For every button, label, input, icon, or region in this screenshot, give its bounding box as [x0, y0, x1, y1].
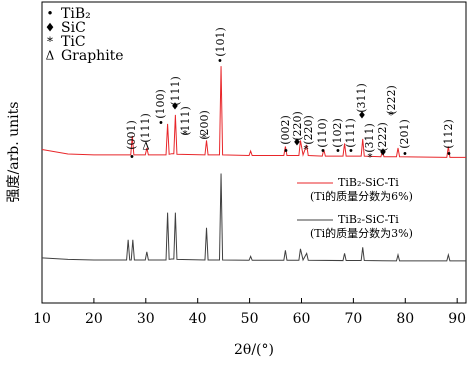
- peak-marker: Δ: [142, 142, 149, 153]
- peak-marker: •: [283, 147, 289, 158]
- peak-marker: ♦: [379, 148, 388, 159]
- x-tick-label: 80: [396, 311, 414, 327]
- peak-label: (222): [376, 122, 389, 152]
- peak-label: (002): [279, 115, 292, 145]
- peak-label: (101): [214, 27, 227, 57]
- peak-marker: •: [320, 147, 326, 158]
- peak-label: (222): [385, 85, 398, 115]
- peak-marker: •: [158, 119, 164, 130]
- phase-symbol: •: [46, 7, 53, 21]
- peak-label: (311): [363, 123, 376, 153]
- peak-label: (111): [179, 106, 192, 136]
- x-tick-label: 60: [293, 311, 311, 327]
- x-tick-label: 40: [189, 311, 207, 327]
- x-tick-label: 20: [85, 311, 103, 327]
- peak-marker: ♦: [293, 138, 302, 149]
- peak-marker: *: [389, 111, 394, 122]
- peak-label: (110): [316, 118, 329, 148]
- peak-marker: •: [446, 150, 452, 161]
- phase-symbol: Δ: [46, 49, 55, 63]
- x-tick-label: 10: [33, 311, 51, 327]
- y-axis-label: 强度/arb. units: [6, 102, 22, 203]
- peak-marker: •: [217, 57, 223, 68]
- series-line: [41, 173, 466, 262]
- series-line: [41, 66, 466, 158]
- peak-label: (111): [169, 76, 182, 106]
- phase-label: SiC: [61, 20, 86, 36]
- x-tick-label: 90: [448, 311, 466, 327]
- peak-marker: *: [183, 130, 188, 141]
- peak-label: (001): [125, 120, 138, 150]
- x-tick-label: 50: [241, 311, 259, 327]
- peak-label: (111): [139, 113, 152, 143]
- peak-marker: ♦: [171, 102, 180, 113]
- legend-label: TiB₂-SiC-Ti: [338, 176, 399, 189]
- x-tick-label: 30: [137, 311, 155, 327]
- legend-note: (Ti的质量分数为6%): [310, 189, 413, 203]
- peak-label: (111): [344, 118, 357, 148]
- peak-label: (112): [442, 119, 455, 149]
- legend-note: (Ti的质量分数为3%): [310, 226, 413, 240]
- peak-marker: •: [402, 150, 408, 161]
- peak-label: (102): [331, 118, 344, 148]
- peak-label: (220): [302, 115, 315, 145]
- legend-label: TiB₂-SiC-Ti: [338, 213, 399, 226]
- peak-marker: •: [348, 147, 354, 158]
- phase-label: Graphite: [61, 48, 124, 64]
- peak-marker: *: [368, 153, 373, 164]
- peak-marker: •: [129, 153, 135, 164]
- peak-label: (100): [154, 89, 167, 119]
- x-tick-label: 70: [344, 311, 362, 327]
- peak-marker: ♦: [358, 111, 367, 122]
- plot-frame: [41, 1, 467, 304]
- peak-marker: *: [202, 133, 207, 144]
- peak-marker: •: [335, 147, 341, 158]
- peak-label: (311): [355, 83, 368, 113]
- peak-label: (201): [398, 119, 411, 149]
- phase-label: TiC: [61, 34, 86, 50]
- peak-marker: *: [304, 145, 309, 156]
- x-axis-label: 2θ/(°): [234, 342, 274, 358]
- peak-label: (200): [198, 110, 211, 140]
- phase-symbol: ♦: [45, 21, 56, 35]
- phase-label: TiB₂: [61, 6, 91, 22]
- phase-symbol: *: [47, 35, 53, 49]
- peak-label: (220): [291, 111, 304, 141]
